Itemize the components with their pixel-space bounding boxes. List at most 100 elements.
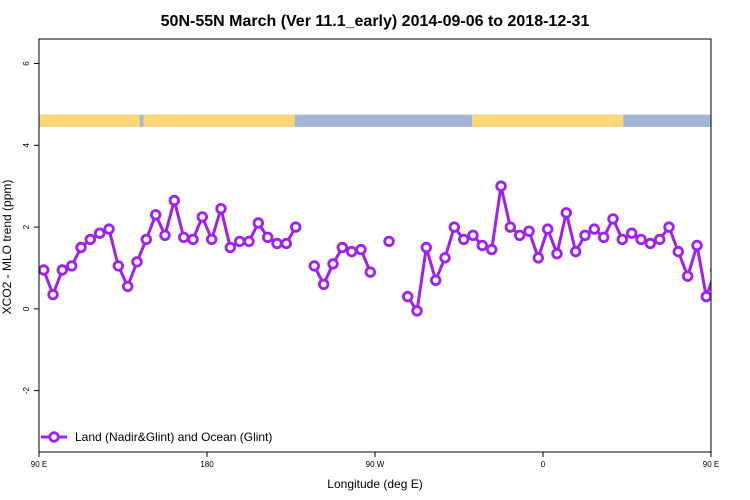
data-point [635,233,647,246]
plot-frame [38,38,712,453]
data-point [140,233,153,246]
data-point [149,209,162,221]
x-tick-label: 90 E [31,460,47,469]
data-point [93,227,106,239]
legend-entry-label: Land (Nadir&Glint) and Ocean (Glint) [75,430,272,444]
data-point [187,233,199,246]
legend-marker-swatch [48,431,60,443]
data-point [654,233,666,246]
y-tick-label: 4 [22,143,31,148]
data-point [280,237,293,250]
land-ocean-band [39,114,711,127]
land-band-segment [143,114,295,127]
data-point [467,229,479,242]
data-point [691,239,703,252]
land-band-segment [39,114,140,127]
data-point [411,305,423,317]
data-point [252,217,264,229]
x-tick-label: 90 E [703,460,719,469]
data-point [532,252,545,264]
data-point [523,225,535,237]
data-point [730,266,739,275]
y-tick-label: -2 [22,387,31,395]
x-tick-label: 0 [541,460,546,469]
y-tick-label: 0 [22,306,31,311]
data-point [448,221,461,233]
x-axis: 90 E 180 90 W 0 90 E [31,452,719,469]
legend: Land (Nadir&Glint) and Ocean (Glint) [41,430,272,444]
data-point [672,245,685,258]
data-point [626,227,638,239]
series-group [39,180,748,317]
data-point [721,290,730,299]
data-point [439,252,451,264]
data-point [112,260,125,272]
data-point [196,211,209,223]
land-band-segment [472,114,543,127]
data-point [663,221,675,233]
data-point [458,233,470,246]
data-point [700,290,711,303]
x-axis-label: Longitude (deg E) [327,477,422,491]
data-point [290,221,302,233]
data-point [383,235,395,248]
data-point [542,223,554,235]
data-point [616,233,629,246]
data-point [65,260,78,272]
data-point [215,202,227,215]
data-point [560,207,573,219]
data-point [205,233,218,246]
data-point [84,233,97,246]
data-point [598,231,610,244]
data-point [177,231,190,244]
y-tick-label: 2 [22,224,31,229]
y-axis: -2 0 2 4 6 [22,61,39,394]
data-point [430,274,442,287]
data-point [570,245,582,258]
series-layer [39,180,748,317]
data-point [588,223,601,235]
x-tick-label: 90 W [366,460,385,469]
data-point [739,262,748,271]
chart-title: 50N-55N March (Ver 11.1_early) 2014-09-0… [161,13,590,30]
data-point [159,229,171,242]
data-point [551,247,563,260]
data-point [607,213,619,225]
data-point [56,264,69,276]
data-point [579,229,591,242]
data-point [318,278,330,291]
data-point [355,243,367,256]
data-point [327,258,339,270]
data-point [131,256,143,268]
data-point [47,288,59,301]
data-point [262,231,274,244]
data-point [271,237,283,250]
data-point [39,264,50,276]
data-point [504,221,517,233]
data-point [103,223,115,235]
y-tick-label: 6 [22,61,31,66]
data-point [308,260,321,272]
data-point [420,241,433,254]
y-axis-label: XCO2 - MLO trend (ppm) [0,180,14,315]
data-point [233,235,246,248]
x-tick-label: 180 [200,460,214,469]
land-band-segment [543,114,624,127]
data-point [710,266,711,274]
data-point [243,235,255,248]
data-point [346,245,358,258]
data-point [476,239,489,252]
data-point [682,270,694,282]
data-point [75,241,87,254]
data-point [336,241,349,254]
data-point [644,237,657,250]
data-point [224,241,237,254]
data-point [495,180,507,192]
data-point [402,290,414,303]
data-point [121,280,134,293]
series-line [42,199,298,297]
data-point [486,243,498,256]
data-point [168,194,181,207]
data-point [514,229,526,242]
